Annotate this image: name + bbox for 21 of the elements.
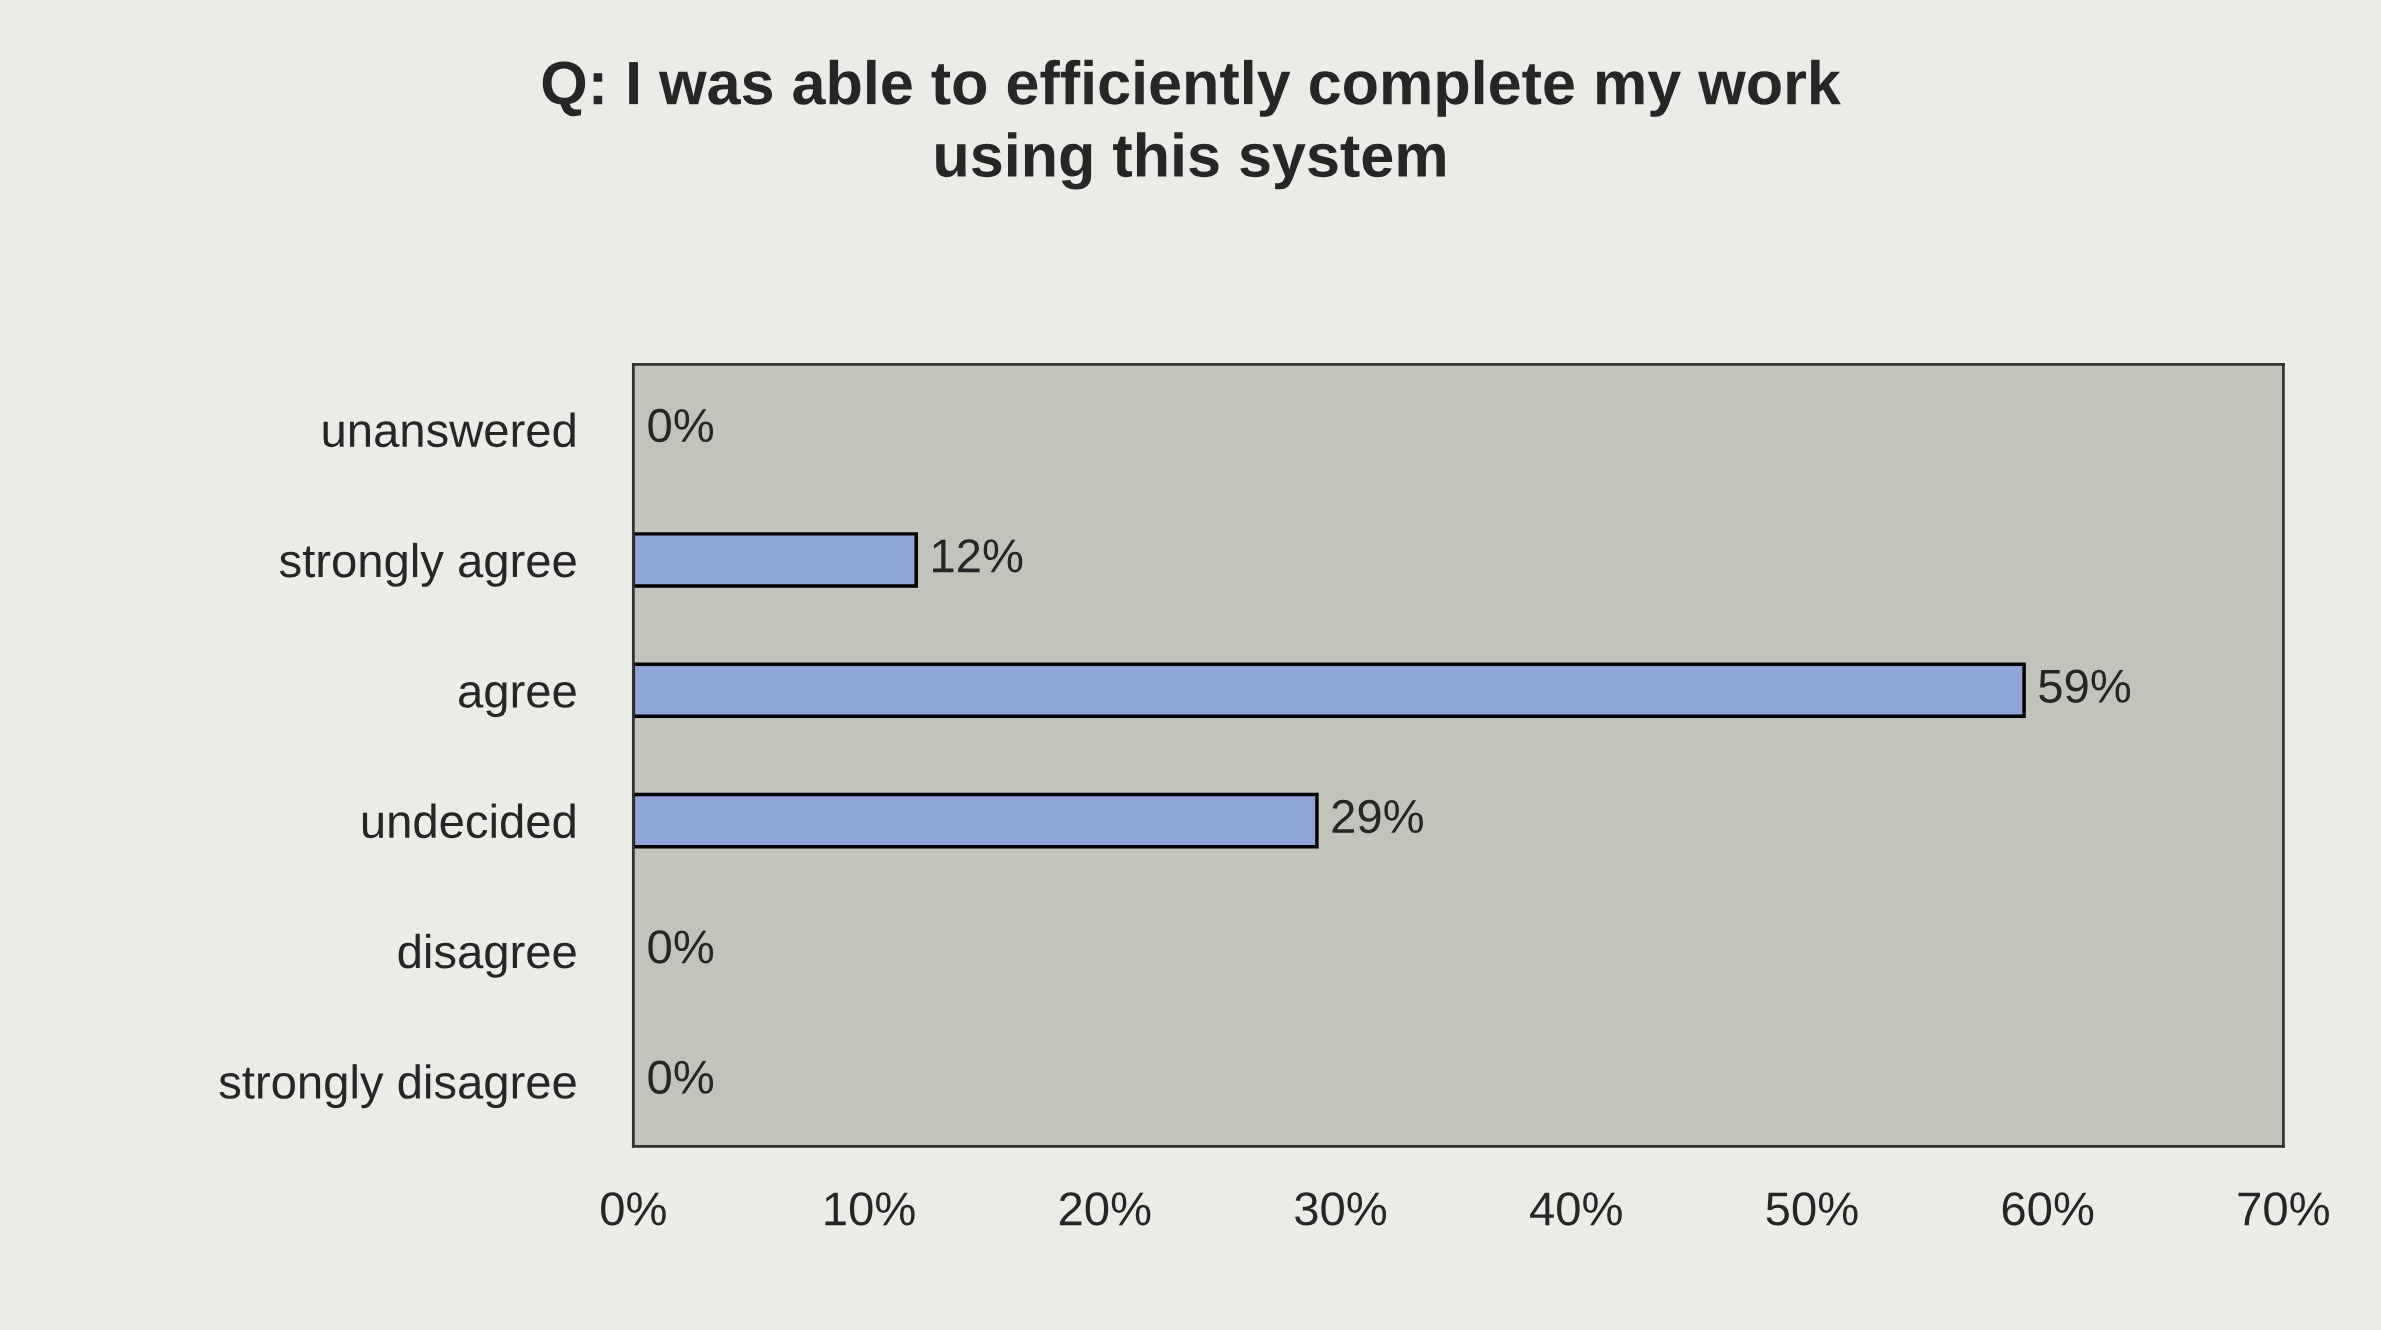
y-tick-label: undecided — [362, 803, 575, 839]
x-tick-label: 50% — [1766, 1192, 1858, 1226]
x-tick-label: 30% — [1295, 1192, 1387, 1226]
data-label: 0% — [648, 930, 714, 964]
y-tick-label: unanswered — [323, 412, 575, 448]
data-label: 0% — [648, 408, 714, 443]
data-label: 12% — [933, 539, 1023, 573]
x-tick-label: 20% — [1059, 1192, 1151, 1226]
y-tick-label: strongly agree — [279, 542, 576, 587]
x-tick-label: 10% — [825, 1192, 915, 1226]
data-label: 59% — [2039, 669, 2131, 703]
data-label: 0% — [648, 1060, 714, 1094]
x-tick-label: 70% — [2238, 1192, 2329, 1226]
data-label: 29% — [1332, 799, 1423, 834]
y-tick-label: disagree — [398, 933, 576, 978]
y-tick-label: strongly disagree — [219, 1064, 576, 1109]
y-tick-label: agree — [459, 681, 576, 718]
x-tick-label: 60% — [2002, 1192, 2094, 1226]
chart-title: Q: I was able to efficiently complete my work using this system — [542, 59, 1841, 190]
x-tick-label: 0% — [601, 1192, 666, 1226]
x-tick-label: 40% — [1530, 1192, 1622, 1226]
